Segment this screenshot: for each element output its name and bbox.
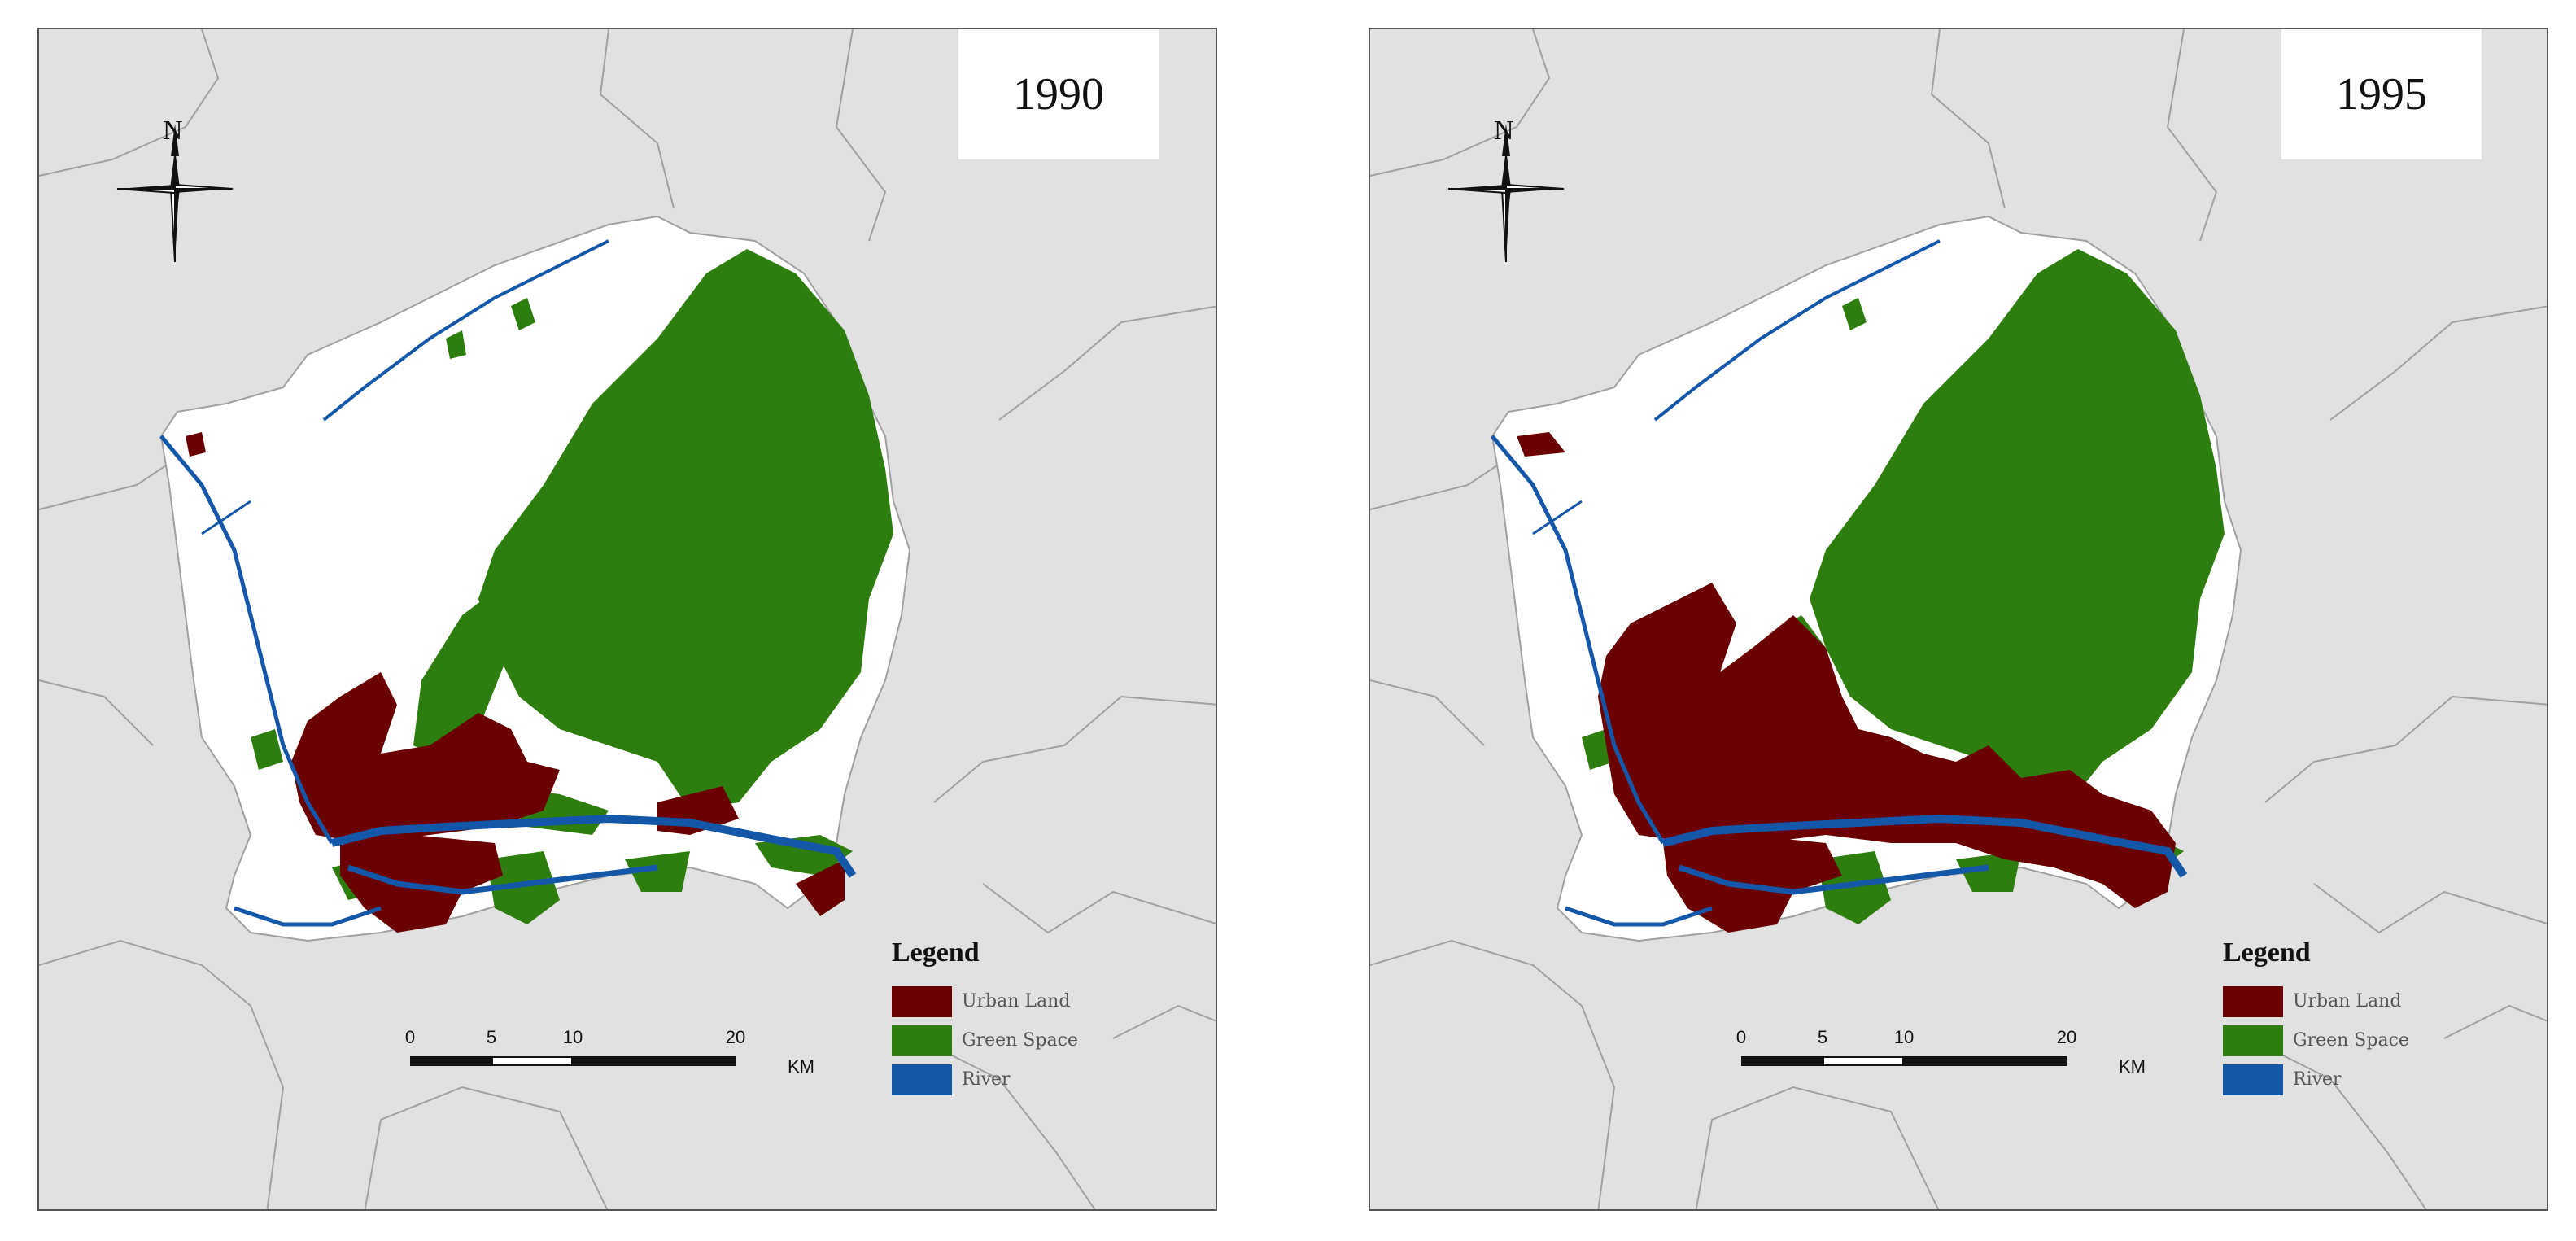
north-arrow: N <box>1440 91 1570 286</box>
year-label: 1995 <box>2281 29 2482 159</box>
scale-segment <box>410 1056 491 1066</box>
legend-item-urban-land: Urban Land <box>2223 986 2434 1019</box>
year-text: 1995 <box>2336 69 2427 120</box>
scale-segment <box>1823 1056 1904 1066</box>
scale-unit: KM <box>788 1056 814 1077</box>
scale-unit: KM <box>2119 1056 2146 1077</box>
legend-item-green-space: Green Space <box>2223 1025 2434 1058</box>
legend-swatch <box>2223 986 2283 1017</box>
north-letter: N <box>1494 116 1514 146</box>
map-legend: Legend Urban Land Green Space River <box>2223 908 2434 1120</box>
legend-swatch <box>2223 1025 2283 1056</box>
legend-swatch <box>892 986 952 1017</box>
scale-bar: 0 5 10 20 KM <box>404 1027 830 1092</box>
legend-item-river: River <box>2223 1064 2434 1097</box>
legend-swatch <box>892 1025 952 1056</box>
legend-label: Green Space <box>962 1030 1078 1051</box>
legend-item-river: River <box>892 1064 1103 1097</box>
river-network <box>1491 239 2188 927</box>
year-text: 1990 <box>1013 69 1104 120</box>
map-panel-1995: 1995 N Legend Urban Land Green Space <box>1369 28 2548 1211</box>
scale-bar: 0 5 10 20 KM <box>1736 1027 2161 1092</box>
legend-item-urban-land: Urban Land <box>892 986 1103 1019</box>
scale-tick: 10 <box>562 1027 583 1047</box>
legend-label: River <box>962 1069 1011 1090</box>
scale-segment <box>1741 1056 1823 1066</box>
map-legend: Legend Urban Land Green Space River <box>892 908 1103 1120</box>
scale-tick: 5 <box>1817 1027 1828 1047</box>
compass-rose-icon <box>116 124 234 263</box>
north-arrow: N <box>109 91 239 286</box>
map-canvas <box>1370 29 2547 1209</box>
scale-tick: 0 <box>1736 1027 1747 1047</box>
year-label: 1990 <box>958 29 1159 159</box>
admin-boundaries <box>39 29 1216 1209</box>
scale-tick: 5 <box>486 1027 497 1047</box>
legend-label: Urban Land <box>962 991 1071 1012</box>
scale-segment <box>573 1056 736 1066</box>
legend-label: Green Space <box>2293 1030 2409 1051</box>
scale-segment <box>491 1056 573 1066</box>
legend-title: Legend <box>2223 937 2311 968</box>
map-panel-1990: 1990 N Legend Urban Land Green Space <box>37 28 1217 1211</box>
scale-segment <box>1904 1056 2067 1066</box>
legend-title: Legend <box>892 937 980 968</box>
scale-tick: 20 <box>2056 1027 2077 1047</box>
compass-rose-icon <box>1447 124 1565 263</box>
admin-boundaries <box>1370 29 2547 1209</box>
legend-label: River <box>2293 1069 2342 1090</box>
river-network <box>159 239 857 927</box>
legend-label: Urban Land <box>2293 991 2402 1012</box>
map-canvas <box>39 29 1216 1209</box>
scale-tick: 20 <box>725 1027 746 1047</box>
north-letter: N <box>163 116 183 146</box>
scale-tick: 0 <box>404 1027 416 1047</box>
legend-item-green-space: Green Space <box>892 1025 1103 1058</box>
legend-swatch <box>892 1064 952 1095</box>
legend-swatch <box>2223 1064 2283 1095</box>
scale-tick: 10 <box>1893 1027 1915 1047</box>
